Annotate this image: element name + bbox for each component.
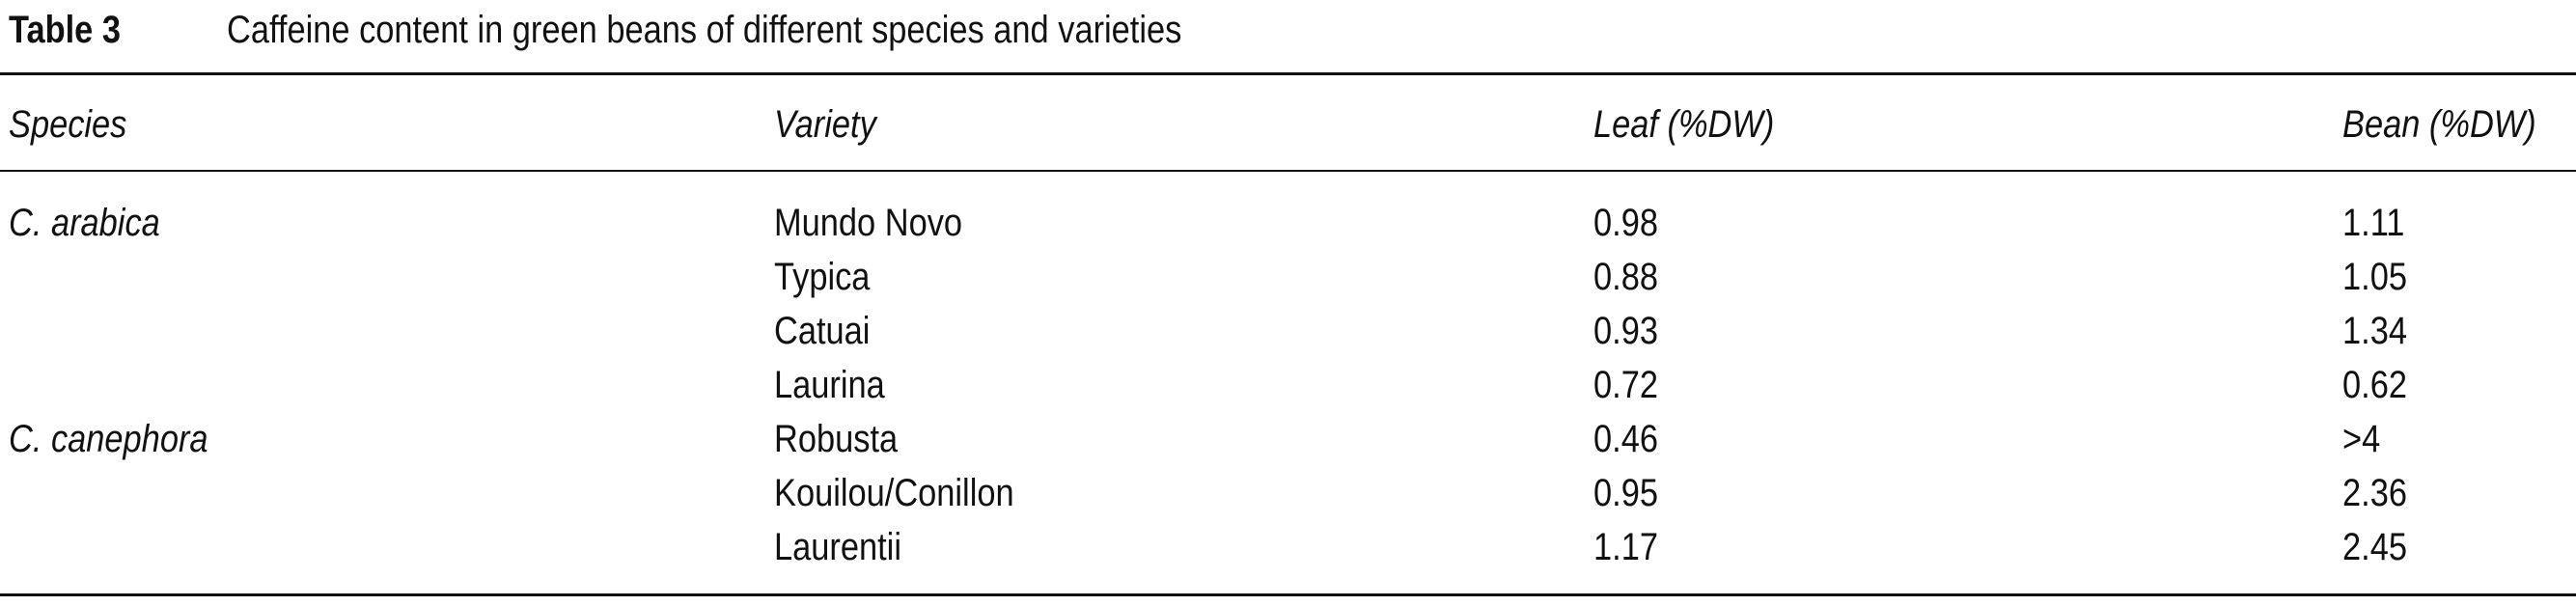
bean-cell: 1.34 [2342,310,2407,352]
table-label: Table 3 [9,9,121,51]
top-rule [0,72,2576,75]
variety-cell: Kouilou/Conillon [774,472,1014,514]
species-header: Species [9,103,127,146]
bean-cell: 2.45 [2342,526,2407,568]
variety-cell: Laurina [774,364,885,406]
leaf-cell: 0.72 [1593,364,1658,406]
bean-cell: 1.05 [2342,256,2407,298]
variety-cell: Laurentii [774,526,901,568]
species-cell: C. canephora [9,418,208,460]
leaf-cell: 0.46 [1593,418,1658,460]
bottom-rule [0,593,2576,596]
leaf-cell: 0.93 [1593,310,1658,352]
leaf-cell: 0.88 [1593,256,1658,298]
species-cell: C. arabica [9,202,160,244]
variety-cell: Robusta [774,418,899,460]
leaf-cell: 0.95 [1593,472,1658,514]
variety-cell: Typica [774,256,871,298]
variety-header: Variety [774,103,876,146]
bean-cell: >4 [2342,418,2381,460]
variety-cell: Mundo Novo [774,202,963,244]
header-rule [0,170,2576,172]
variety-cell: Catuai [774,310,871,352]
bean-cell: 2.36 [2342,472,2407,514]
bean-cell: 0.62 [2342,364,2407,406]
leaf-cell: 0.98 [1593,202,1658,244]
leaf-header: Leaf (%DW) [1593,103,1775,146]
bean-header: Bean (%DW) [2342,103,2536,146]
leaf-cell: 1.17 [1593,526,1658,568]
bean-cell: 1.11 [2342,202,2405,244]
table-caption: Caffeine content in green beans of diffe… [227,9,1182,51]
